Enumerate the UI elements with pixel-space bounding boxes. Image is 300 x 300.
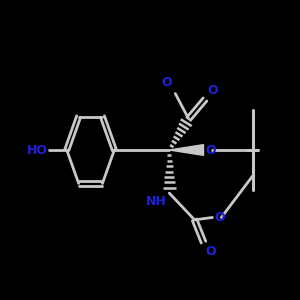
Text: O: O	[162, 76, 172, 89]
Text: NH: NH	[146, 195, 166, 208]
Text: O: O	[206, 245, 216, 258]
Text: O: O	[207, 83, 218, 97]
Polygon shape	[169, 145, 203, 155]
Text: O: O	[206, 143, 216, 157]
Text: O: O	[214, 211, 225, 224]
Text: HO: HO	[26, 143, 47, 157]
